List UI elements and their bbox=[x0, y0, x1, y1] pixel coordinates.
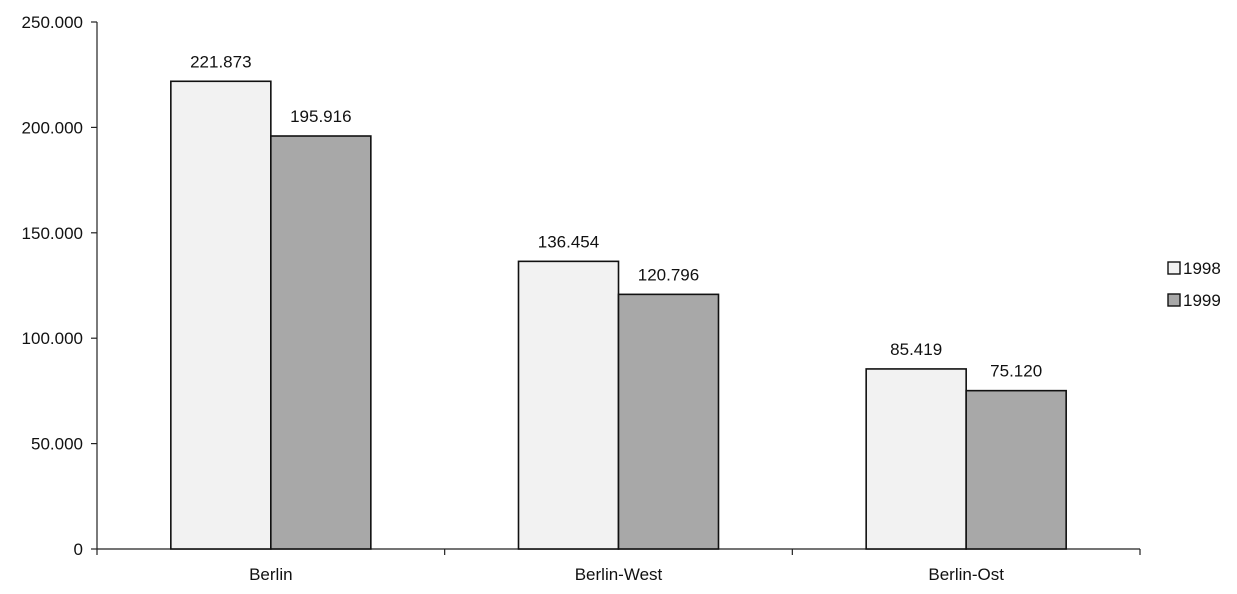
bar-1998-berlin bbox=[170, 80, 272, 550]
legend-label: 1999 bbox=[1183, 291, 1221, 310]
y-tick-label: 200.000 bbox=[22, 118, 83, 137]
y-tick-label: 0 bbox=[74, 540, 83, 559]
bars-group: 221.873 195.916 136.454 120.796 85.419 75.120 bbox=[170, 52, 1067, 550]
bar-value-label: 221.873 bbox=[190, 52, 251, 71]
legend-swatch-1999 bbox=[1167, 293, 1181, 307]
x-axis: Berlin Berlin-West Berlin-Ost bbox=[96, 548, 1141, 584]
y-tick-label: 50.000 bbox=[31, 435, 83, 454]
bar-1998-berlin-west bbox=[517, 260, 620, 550]
y-axis: 0 50.000 100.000 150.000 200.000 250.000 bbox=[22, 13, 98, 559]
bar-1999-berlin-ost bbox=[965, 389, 1067, 550]
legend-swatch-1998 bbox=[1167, 261, 1181, 275]
x-category-label: Berlin bbox=[249, 565, 292, 584]
bar-1998-berlin-ost bbox=[865, 368, 967, 550]
y-tick-label: 100.000 bbox=[22, 329, 83, 348]
bar-value-label: 136.454 bbox=[538, 232, 599, 251]
y-tick-label: 150.000 bbox=[22, 224, 83, 243]
bar-1999-berlin-west bbox=[617, 293, 720, 550]
bar-value-label: 75.120 bbox=[990, 362, 1042, 381]
bar-value-label: 120.796 bbox=[638, 265, 699, 284]
legend: 1998 1999 bbox=[1167, 259, 1221, 310]
y-tick-label: 250.000 bbox=[22, 13, 83, 32]
bar-value-label: 85.419 bbox=[890, 340, 942, 359]
legend-label: 1998 bbox=[1183, 259, 1221, 278]
x-category-label: Berlin-West bbox=[575, 565, 663, 584]
x-category-label: Berlin-Ost bbox=[928, 565, 1004, 584]
bar-value-label: 195.916 bbox=[290, 107, 351, 126]
bar-1999-berlin bbox=[270, 135, 372, 550]
